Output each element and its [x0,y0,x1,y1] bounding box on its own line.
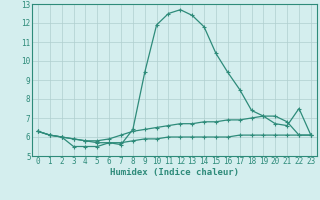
X-axis label: Humidex (Indice chaleur): Humidex (Indice chaleur) [110,168,239,177]
